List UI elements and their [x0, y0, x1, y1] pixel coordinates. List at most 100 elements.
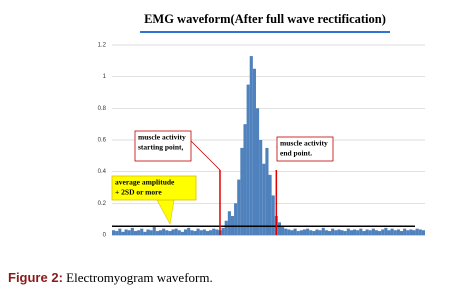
bar	[171, 229, 175, 235]
bar	[243, 124, 247, 235]
bar	[277, 222, 282, 235]
bar	[340, 230, 344, 235]
annotation-text: starting point,	[138, 143, 184, 152]
bar	[343, 231, 347, 235]
annotation-box	[134, 130, 192, 162]
bar	[234, 203, 238, 235]
bar	[321, 227, 325, 235]
bar	[302, 229, 307, 235]
bar	[199, 230, 203, 235]
bar	[155, 231, 159, 235]
y-tick-label: 0	[103, 233, 107, 239]
bar	[327, 231, 332, 235]
callout-pointer	[156, 199, 175, 225]
y-tick-label: 1	[103, 74, 107, 80]
bar	[368, 230, 372, 235]
bar	[296, 231, 300, 235]
bar	[237, 179, 241, 235]
annotation-text: muscle activity	[138, 133, 186, 142]
bar	[143, 231, 147, 235]
y-tick-label: 1.2	[98, 43, 107, 49]
bar	[334, 230, 338, 235]
y-tick-label: 0.4	[98, 169, 107, 175]
bar	[381, 229, 385, 235]
bar	[359, 228, 363, 235]
bar	[362, 231, 366, 235]
caption: Figure 2: Electromyogram waveform.	[8, 270, 213, 285]
bar	[230, 216, 235, 235]
y-tick-label: 0.2	[98, 201, 107, 207]
bar	[259, 140, 263, 235]
bar	[406, 230, 410, 235]
bar	[271, 195, 275, 235]
bar	[152, 227, 156, 235]
bar	[227, 211, 231, 235]
bar	[168, 231, 172, 235]
bar	[177, 230, 181, 235]
bar	[221, 227, 225, 235]
bar	[290, 230, 294, 235]
bar	[306, 228, 310, 235]
bar	[287, 229, 291, 235]
bar	[415, 228, 419, 235]
bar	[215, 229, 219, 235]
bar	[240, 147, 244, 235]
bar	[268, 174, 272, 235]
bar	[246, 84, 250, 235]
bar	[309, 230, 313, 235]
bar	[281, 227, 285, 235]
bar	[193, 231, 197, 235]
connector	[190, 140, 221, 171]
bar	[180, 231, 184, 235]
bar	[212, 228, 216, 235]
bar	[315, 229, 319, 235]
bar	[249, 56, 253, 236]
bar	[337, 229, 341, 235]
bar	[205, 231, 210, 235]
bar	[165, 230, 169, 235]
bar	[190, 230, 194, 235]
bar	[196, 228, 200, 235]
annotation-text: end point.	[280, 149, 312, 158]
bar	[265, 147, 269, 235]
annotation-box	[111, 175, 197, 201]
bar	[396, 229, 400, 235]
bar	[387, 230, 391, 235]
bar	[209, 230, 213, 235]
bar	[162, 228, 166, 235]
bar	[115, 231, 119, 235]
bar	[262, 163, 266, 235]
annotation-box	[276, 136, 334, 162]
bar	[353, 229, 357, 235]
caption-label: Figure 2:	[8, 270, 63, 285]
bar	[174, 228, 178, 235]
bar	[284, 228, 288, 235]
bar	[374, 230, 379, 235]
bar	[293, 228, 297, 235]
bar	[118, 228, 122, 235]
y-tick-label: 0.8	[98, 106, 107, 112]
bar	[121, 231, 125, 235]
annotation-text: + 2SD or more	[115, 188, 162, 197]
bar	[137, 230, 141, 235]
chart-title: EMG waveform(After full wave rectificati…	[144, 12, 386, 26]
bar	[349, 230, 354, 235]
bar	[312, 231, 316, 235]
caption-text: Electromyogram waveform.	[63, 270, 213, 285]
bar	[112, 230, 116, 235]
bar	[124, 229, 128, 235]
bar	[371, 228, 375, 235]
bar	[393, 230, 397, 235]
bar	[331, 228, 335, 235]
bar	[421, 230, 425, 235]
bar	[378, 231, 382, 235]
bar	[133, 231, 138, 235]
bar	[149, 230, 153, 235]
bar	[127, 230, 131, 235]
bar	[158, 230, 163, 235]
bar	[299, 230, 303, 235]
bar	[252, 68, 256, 235]
